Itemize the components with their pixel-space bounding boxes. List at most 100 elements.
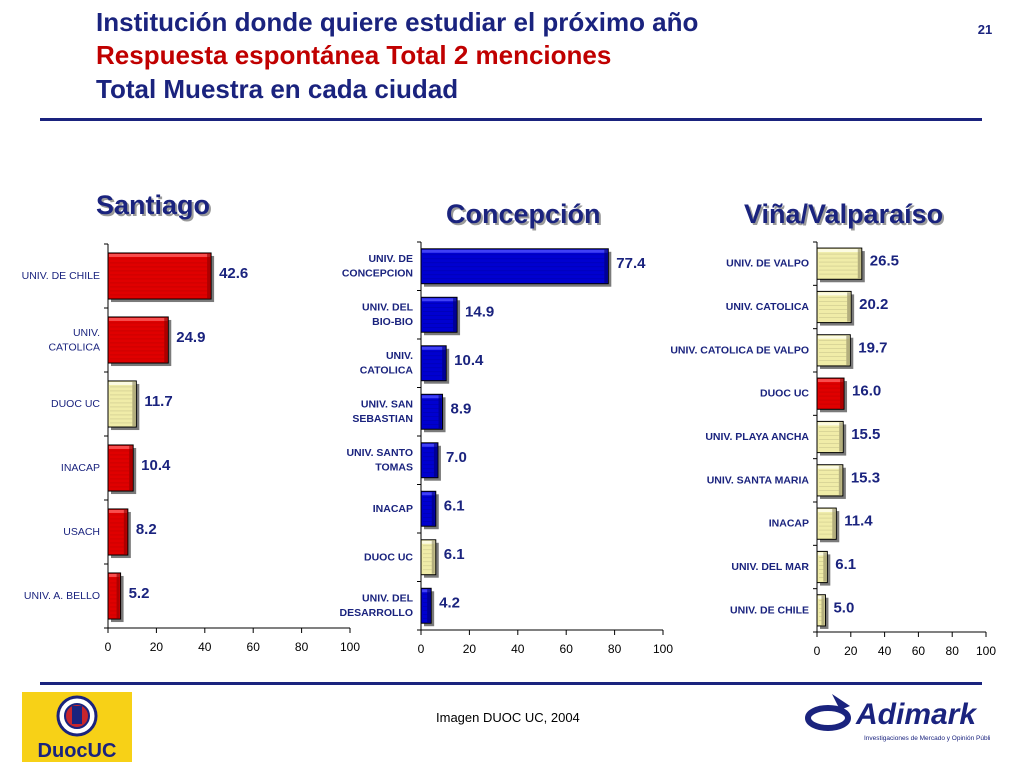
bar <box>420 490 439 530</box>
bar-shade <box>207 253 211 299</box>
category-label: UNIV. CATOLICA <box>360 350 414 377</box>
category-label: UNIV. A. BELLO <box>24 590 100 602</box>
x-tick-label: 40 <box>198 640 212 654</box>
bar-body <box>816 464 844 497</box>
bar-body <box>816 507 837 540</box>
bar-value-label: 77.4 <box>616 255 646 272</box>
chart-title-concepcion: Concepción <box>446 199 601 229</box>
bar-body <box>816 594 826 627</box>
category-label-line: SEBASTIAN <box>352 413 413 425</box>
category-label-line: UNIV. DE CHILE <box>22 270 100 282</box>
bar-body <box>420 345 447 382</box>
category-label: USACH <box>63 526 100 538</box>
category-label-line: DUOC UC <box>364 551 413 563</box>
bar-highlight <box>422 249 608 253</box>
bar <box>816 334 854 369</box>
bar-shade <box>838 465 842 495</box>
category-label-line: INACAP <box>769 517 809 529</box>
bar-body <box>816 290 852 324</box>
category-label-line: UNIV. DEL MAR <box>731 561 809 573</box>
bar <box>107 252 215 303</box>
category-label-line: INACAP <box>373 503 413 515</box>
x-tick-label: 0 <box>418 642 425 656</box>
bar-body <box>420 587 432 624</box>
bar-shade <box>438 395 442 429</box>
bar-shade <box>847 292 851 322</box>
x-tick-label: 60 <box>247 640 261 654</box>
category-label-line: UNIV. A. BELLO <box>24 590 100 602</box>
bar-value-label: 11.7 <box>144 393 172 410</box>
category-label: INACAP <box>769 517 809 529</box>
category-label-line: UNIV. SAN <box>361 398 413 410</box>
bar <box>420 442 441 481</box>
bar-value-label: 15.5 <box>851 426 880 443</box>
bar-highlight <box>422 298 457 302</box>
category-label: INACAP <box>61 462 100 474</box>
category-label-line: UNIV. CATOLICA <box>726 301 810 313</box>
bar-highlight <box>422 492 435 496</box>
slide-title-line-2: Respuesta espontánea Total 2 menciones <box>96 40 612 70</box>
x-tick-label: 40 <box>878 644 892 658</box>
bar-shade <box>427 589 431 623</box>
bar <box>420 345 450 384</box>
bar-shade <box>453 298 457 332</box>
header-divider <box>40 118 982 121</box>
bar-value-label: 11.4 <box>844 513 873 530</box>
x-tick-label: 0 <box>814 644 821 658</box>
bar-highlight <box>818 292 851 296</box>
x-tick-label: 20 <box>150 640 164 654</box>
category-label-line: UNIV. DE VALPO <box>726 257 809 269</box>
bar-value-label: 6.1 <box>444 546 465 563</box>
bar-value-label: 8.2 <box>136 521 157 538</box>
bar-body <box>816 550 828 584</box>
category-label: UNIV. CATOLICA DE VALPO <box>670 344 809 356</box>
bar-highlight <box>109 317 168 321</box>
bar-highlight <box>818 552 827 556</box>
category-label-line: CATOLICA <box>48 341 100 353</box>
x-tick-label: 80 <box>946 644 960 658</box>
category-label: UNIV. PLAYA ANCHA <box>705 431 809 443</box>
category-label-line: CONCEPCION <box>342 267 413 279</box>
bar-highlight <box>818 379 844 383</box>
bar <box>816 464 846 499</box>
bar-value-label: 5.0 <box>833 599 854 616</box>
bar <box>816 290 855 326</box>
bar-shade <box>442 346 446 380</box>
bar-shade <box>129 445 133 491</box>
bar-body <box>107 380 137 428</box>
category-label-line: CATOLICA <box>360 364 414 376</box>
bar-value-label: 5.2 <box>129 585 150 602</box>
category-label: UNIV. SANTA MARIA <box>707 474 810 486</box>
bar <box>816 550 831 586</box>
bar <box>420 539 439 578</box>
svg-text:Investigaciones de Mercado y O: Investigaciones de Mercado y Opinión Púb… <box>864 735 990 742</box>
category-label: UNIV. DEL DESARROLLO <box>340 592 414 619</box>
page-number: 21 <box>977 22 993 37</box>
bar-highlight <box>818 335 850 339</box>
category-label: DUOC UC <box>760 387 809 399</box>
bar-body <box>816 377 845 410</box>
bar-highlight <box>109 445 133 449</box>
bar-highlight <box>109 509 127 513</box>
bar-body <box>107 508 129 556</box>
x-tick-label: 100 <box>340 640 360 654</box>
bar-value-label: 26.5 <box>870 253 899 270</box>
bar-highlight <box>422 346 446 350</box>
x-tick-label: 60 <box>912 644 926 658</box>
bar-highlight <box>109 253 211 257</box>
bar-body <box>816 334 851 367</box>
bar-body <box>420 248 609 285</box>
bar-body <box>420 442 439 479</box>
footer-divider <box>40 682 982 685</box>
bar-body <box>420 296 458 333</box>
bar-highlight <box>109 381 136 385</box>
bar-shade <box>431 540 435 574</box>
chart-vina: 0 20 40 60 80 100 26.5 UNIV. DE VALPO 20.2 UNIV. … <box>670 241 996 658</box>
bar-highlight <box>818 595 825 599</box>
category-label-line: DUOC UC <box>51 398 100 410</box>
bar-value-label: 7.0 <box>446 449 467 466</box>
bar-value-label: 8.9 <box>451 401 472 418</box>
bar <box>420 248 612 287</box>
category-label: UNIV. SAN SEBASTIAN <box>352 398 413 425</box>
bar <box>816 594 829 629</box>
